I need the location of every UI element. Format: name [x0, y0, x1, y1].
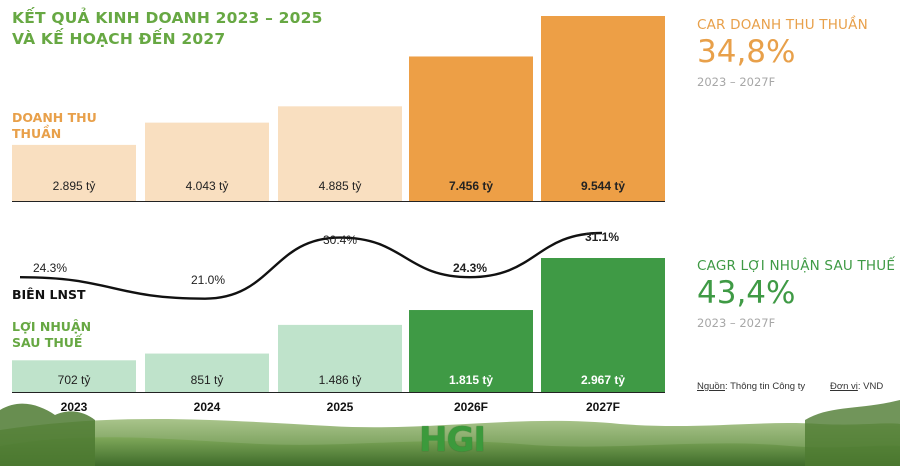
margin-label-2026F: 24.3%	[453, 261, 487, 275]
source-note: Nguồn: Thông tin Công ty	[697, 381, 805, 392]
hgi-logo: HGI	[418, 420, 486, 460]
revenue-label-line-2: THUẦN	[12, 126, 62, 141]
margin-label-2027F: 31.1%	[585, 230, 619, 244]
kpi-profit-value: 43,4%	[697, 275, 796, 311]
x-tick-2024: 2024	[194, 400, 221, 414]
margin-label-2025: 30.4%	[323, 233, 357, 247]
revenue-label-2026F: 7.456 tỷ	[449, 179, 493, 193]
profit-label-2024: 851 tỷ	[191, 373, 224, 387]
revenue-label: DOANH THU THUẦN	[12, 110, 97, 142]
source-text: : Thông tin Công ty	[725, 381, 806, 392]
unit-text: : VND	[857, 381, 884, 392]
kpi-profit-label: CAGR LỢI NHUẬN SAU THUẾ	[697, 258, 896, 274]
revenue-label-line-1: DOANH THU	[12, 110, 97, 125]
near-hills	[0, 437, 900, 466]
profit-bar-2023	[12, 360, 136, 392]
x-tick-2025: 2025	[327, 400, 354, 414]
margin-label-2023: 24.3%	[33, 261, 67, 275]
unit-note: Đơn vị: VND	[830, 381, 883, 392]
revenue-bar-2027F	[541, 16, 665, 201]
profit-bar-2026F	[409, 310, 533, 392]
profit-label-2026F: 1.815 tỷ	[449, 373, 493, 387]
revenue-bar-2024	[145, 122, 269, 201]
margin-label: BIÊN LNST	[12, 287, 86, 302]
page-title: KẾT QUẢ KINH DOANH 2023 – 2025 VÀ KẾ HOẠ…	[12, 8, 323, 50]
foliage-right	[805, 400, 900, 466]
kpi-revenue-period: 2023 – 2027F	[697, 75, 776, 89]
kpi-revenue-label: CAR DOANH THU THUẦN	[697, 17, 868, 33]
profit-label: LỢI NHUẬN SAU THUẾ	[12, 319, 91, 351]
source-label: Nguồn	[697, 381, 725, 392]
profit-label-2027F: 2.967 tỷ	[581, 373, 625, 387]
foliage-left	[0, 403, 95, 466]
margin-line	[19, 231, 603, 300]
x-tick-2027F: 2027F	[586, 400, 620, 414]
profit-bar-2027F	[541, 258, 665, 392]
title-line-1: KẾT QUẢ KINH DOANH 2023 – 2025	[12, 9, 323, 27]
profit-label-line-2: SAU THUẾ	[12, 335, 83, 350]
profit-bar-2025	[278, 324, 402, 392]
revenue-bar-2023	[12, 144, 136, 201]
profit-bar-2024	[145, 353, 269, 392]
profit-label-line-1: LỢI NHUẬN	[12, 319, 92, 334]
x-tick-2026F: 2026F	[454, 400, 488, 414]
margin-label-2024: 21.0%	[191, 273, 225, 287]
profit-label-2025: 1.486 tỷ	[319, 373, 362, 387]
x-tick-2023: 2023	[61, 400, 88, 414]
profit-label-2023: 702 tỷ	[58, 373, 91, 387]
revenue-label-2023: 2.895 tỷ	[53, 179, 96, 193]
title-line-2: VÀ KẾ HOẠCH ĐẾN 2027	[12, 30, 226, 48]
kpi-revenue-value: 34,8%	[697, 34, 796, 70]
revenue-label-2024: 4.043 tỷ	[186, 179, 229, 193]
unit-label: Đơn vị	[830, 381, 858, 392]
revenue-bar-2025	[278, 106, 402, 201]
revenue-label-2027F: 9.544 tỷ	[581, 179, 625, 193]
revenue-bar-2026F	[409, 56, 533, 201]
kpi-profit-period: 2023 – 2027F	[697, 316, 776, 330]
revenue-label-2025: 4.885 tỷ	[319, 179, 362, 193]
